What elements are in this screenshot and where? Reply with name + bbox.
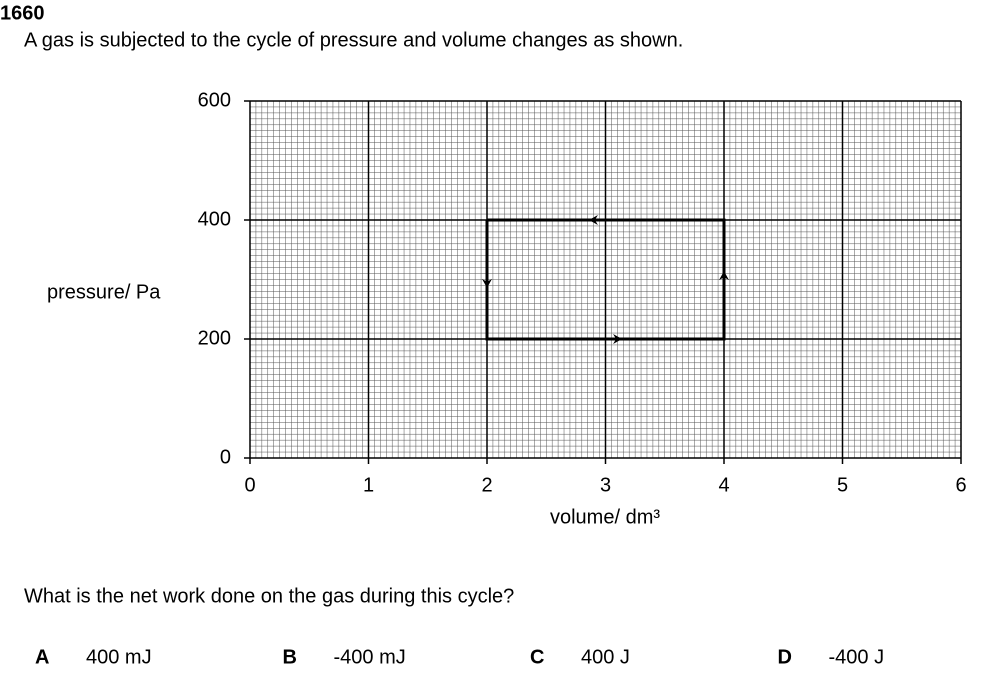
direction-arrow — [613, 334, 623, 344]
x-tick-label: 5 — [837, 474, 848, 496]
y-tick-label: 400 — [198, 208, 231, 230]
option-letter: A — [35, 646, 49, 668]
cycle-path — [485, 218, 726, 341]
y-tick-label: 0 — [220, 446, 231, 468]
option-letter: B — [283, 646, 297, 668]
option-text: 400 mJ — [86, 646, 152, 668]
option-text: -400 mJ — [334, 646, 406, 668]
x-tick-label: 4 — [718, 474, 729, 496]
direction-arrow — [482, 278, 492, 288]
x-axis-label: volume/ dm³ — [550, 506, 660, 528]
x-tick-label: 1 — [363, 474, 374, 496]
option-letter: D — [778, 646, 792, 668]
direction-arrow — [588, 215, 598, 225]
option-text: 400 J — [581, 646, 630, 668]
question-text: What is the net work done on the gas dur… — [24, 585, 514, 607]
option-letter: C — [530, 646, 544, 668]
x-tick-label: 2 — [481, 474, 492, 496]
y-axis-label: pressure/ Pa — [47, 281, 161, 303]
options: A 400 mJ B -400 mJ C 400 J D -400 J — [35, 646, 884, 668]
y-tick-label: 200 — [198, 327, 231, 349]
x-tick-label: 0 — [244, 474, 255, 496]
y-tick-label: 600 — [198, 89, 231, 111]
question-number: 1660 — [0, 2, 45, 24]
x-tick-label: 3 — [600, 474, 611, 496]
x-tick-label: 6 — [955, 474, 966, 496]
option-text: -400 J — [829, 646, 885, 668]
question-stem: A gas is subjected to the cycle of press… — [24, 29, 683, 51]
direction-arrow — [719, 271, 729, 281]
